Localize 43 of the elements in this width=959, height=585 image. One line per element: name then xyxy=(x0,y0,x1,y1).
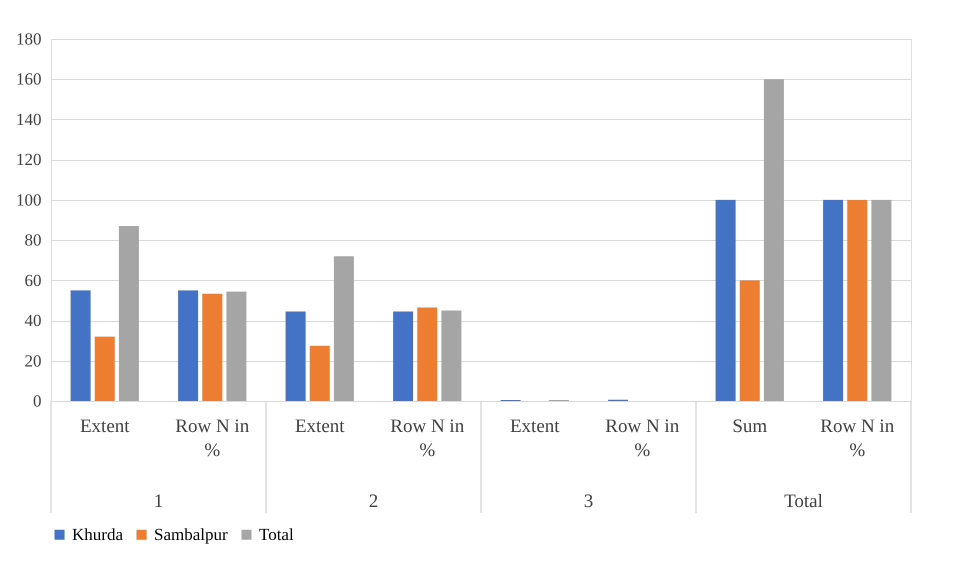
y-tick-label: 160 xyxy=(16,70,42,89)
bar xyxy=(871,200,892,401)
y-tick-label: 120 xyxy=(16,150,42,170)
bar xyxy=(716,200,736,401)
legend-label: Sambalpur xyxy=(154,524,228,544)
x-tick-label: Row N in % xyxy=(820,416,895,461)
legend-label: Khurda xyxy=(72,524,124,544)
y-tick-label: 100 xyxy=(16,190,42,210)
y-tick-label: 180 xyxy=(16,30,42,48)
bar xyxy=(70,290,91,401)
x-tick-label: Extent xyxy=(80,416,130,437)
bar xyxy=(286,312,306,401)
bar xyxy=(118,226,139,401)
bar xyxy=(393,312,414,401)
text: 3 xyxy=(584,491,594,512)
bar xyxy=(94,336,115,401)
bar xyxy=(823,200,844,401)
text: 1 xyxy=(154,491,164,512)
x-tick-label: Extent xyxy=(294,416,346,437)
bar xyxy=(740,280,760,401)
bar xyxy=(764,79,784,401)
x-tick-label: Row N in % xyxy=(605,416,680,461)
y-tick-label: 80 xyxy=(24,230,42,250)
bar xyxy=(441,310,462,401)
y-tick-label: 20 xyxy=(24,351,42,370)
y-tick-label: 60 xyxy=(24,270,42,290)
y-tick-label: 0 xyxy=(33,392,42,410)
bar xyxy=(202,294,222,401)
bar xyxy=(847,200,868,401)
text: Total xyxy=(784,491,823,512)
y-tick-label: 140 xyxy=(16,110,42,129)
text: 2 xyxy=(368,491,378,512)
bar xyxy=(178,290,198,401)
y-tick-label: 40 xyxy=(24,311,42,330)
x-tick-label: Extent xyxy=(510,416,560,437)
x-tick-label: Row N in % xyxy=(390,416,465,461)
bar xyxy=(226,292,246,401)
bar xyxy=(417,307,438,401)
legend-label: Total xyxy=(259,524,294,544)
x-tick-label: Sum xyxy=(732,416,768,437)
bar xyxy=(334,256,354,401)
x-tick-label: Row N in % xyxy=(175,416,250,461)
bar xyxy=(310,346,330,401)
